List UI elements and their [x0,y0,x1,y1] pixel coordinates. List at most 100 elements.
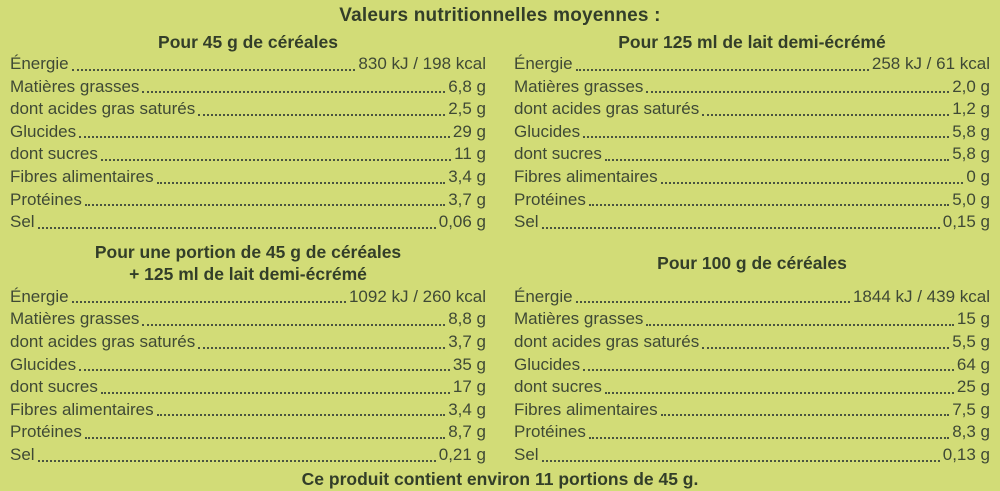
nutrient-rows: Énergie 830 kJ / 198 kcal Matières grasse… [10,53,486,234]
section-100g-cereales: Pour 100 g de céréales Énergie 1844 kJ / … [514,241,990,467]
dotted-leader [198,346,446,349]
nutrient-value: 5,8 g [952,144,990,164]
section-heading-line: + 125 ml de lait demi-écrémé [129,264,367,285]
nutrient-row: Fibres alimentaires 7,5 g [514,399,990,422]
nutrient-value: 1092 kJ / 260 kcal [348,286,486,306]
nutrient-row: Protéines 3,7 g [10,189,486,212]
dotted-leader [156,181,446,184]
nutrient-label: dont acides gras saturés [514,99,700,119]
nutrient-row: dont acides gras saturés 1,2 g [514,98,990,121]
nutrient-label: Fibres alimentaires [514,399,658,419]
nutrient-row: Énergie 830 kJ / 198 kcal [10,53,486,76]
nutrient-row: dont acides gras saturés 2,5 g [10,98,486,121]
nutrient-row: Glucides 64 g [514,354,990,377]
nutrient-value: 17 g [452,377,486,397]
section-heading: Pour 100 g de céréales [514,241,990,286]
nutrient-label: Énergie [514,286,573,306]
nutrient-value: 1,2 g [952,99,990,119]
nutrient-row: Énergie 258 kJ / 61 kcal [514,53,990,76]
nutrient-label: dont acides gras saturés [10,99,196,119]
nutrient-value: 0,06 g [438,212,486,232]
nutrient-rows: Énergie 258 kJ / 61 kcal Matières grasses… [514,53,990,234]
nutrient-label: Glucides [10,121,77,141]
nutrient-value: 35 g [452,354,486,374]
nutrient-label: Matières grasses [514,309,644,329]
dotted-leader [79,369,450,372]
dotted-leader [37,459,436,462]
dotted-leader [71,68,356,71]
nutrient-label: Protéines [514,422,586,442]
nutrient-row: Sel 0,13 g [514,444,990,467]
nutrient-value: 25 g [956,377,990,397]
section-heading-line: Pour 125 ml de lait demi-écrémé [618,31,886,52]
nutrient-value: 1844 kJ / 439 kcal [852,286,990,306]
nutrient-row: Protéines 8,7 g [10,421,486,444]
nutrient-row: Sel 0,06 g [10,211,486,234]
nutrient-row: dont acides gras saturés 3,7 g [10,331,486,354]
nutrient-value: 8,8 g [448,309,486,329]
nutrient-rows: Énergie 1092 kJ / 260 kcal Matières grass… [10,286,486,467]
nutrient-row: dont sucres 11 g [10,143,486,166]
nutrient-label: Fibres alimentaires [10,166,154,186]
nutrient-label: dont sucres [514,377,602,397]
nutrient-row: Glucides 35 g [10,354,486,377]
dotted-leader [575,68,869,71]
dotted-leader [575,301,850,304]
nutrient-label: Sel [10,212,35,232]
section-heading-line: Pour une portion de 45 g de céréales [94,242,402,263]
dotted-leader [604,391,954,394]
nutrient-row: dont sucres 17 g [10,376,486,399]
section-125ml-lait: Pour 125 ml de lait demi-écrémé Énergie 2… [514,30,990,234]
nutrient-row: Protéines 5,0 g [514,189,990,212]
nutrient-label: Énergie [514,54,573,73]
nutrient-value: 0,13 g [942,444,990,464]
nutrient-label: Protéines [10,422,82,442]
nutrient-label: Énergie [10,286,69,306]
nutrient-label: Sel [514,444,539,464]
nutrient-value: 7,5 g [952,399,990,419]
nutrient-rows: Énergie 1844 kJ / 439 kcal Matières grass… [514,286,990,467]
nutrient-value: 2,5 g [448,99,486,119]
nutrient-label: Matières grasses [514,76,644,96]
nutrient-label: dont acides gras saturés [514,331,700,351]
dotted-leader [646,91,950,94]
dotted-leader [646,323,954,326]
nutrient-value: 5,5 g [952,331,990,351]
nutrient-value: 830 kJ / 198 kcal [358,54,486,73]
nutrient-value: 8,3 g [952,422,990,442]
nutrient-value: 64 g [956,354,990,374]
dotted-leader [142,323,446,326]
section-45g-cereales: Pour 45 g de céréales Énergie 830 kJ / 19… [10,30,486,234]
nutrient-label: Sel [10,444,35,464]
nutrient-row: dont acides gras saturés 5,5 g [514,331,990,354]
section-heading-line: Pour 100 g de céréales [657,253,847,274]
dotted-leader [660,414,950,417]
nutrient-value: 5,0 g [952,189,990,209]
nutrient-row: dont sucres 25 g [514,376,990,399]
nutrient-value: 11 g [454,144,486,164]
nutrient-row: Protéines 8,3 g [514,421,990,444]
portions-note: Ce produit contient environ 11 portions … [301,468,699,489]
nutrient-label: Fibres alimentaires [10,399,154,419]
nutrient-row: Matières grasses 2,0 g [514,76,990,99]
section-portion-cereales-lait: Pour une portion de 45 g de céréales + 1… [10,241,486,467]
dotted-leader [84,204,446,207]
dotted-leader [100,158,452,161]
dotted-leader [604,158,950,161]
dotted-leader [583,136,950,139]
nutrient-value: 0,21 g [438,444,486,464]
nutrient-row: Fibres alimentaires 0 g [514,166,990,189]
nutrient-row: Énergie 1092 kJ / 260 kcal [10,286,486,309]
dotted-leader [583,369,954,372]
dotted-leader [702,113,950,116]
section-heading: Pour 45 g de céréales [10,30,486,53]
nutrient-label: Fibres alimentaires [514,166,658,186]
nutrient-row: Énergie 1844 kJ / 439 kcal [514,286,990,309]
nutrient-row: dont sucres 5,8 g [514,143,990,166]
nutrient-row: Matières grasses 8,8 g [10,308,486,331]
dotted-leader [660,181,964,184]
nutrient-value: 5,8 g [952,121,990,141]
nutrient-label: Glucides [10,354,77,374]
nutrient-label: dont sucres [10,144,98,164]
